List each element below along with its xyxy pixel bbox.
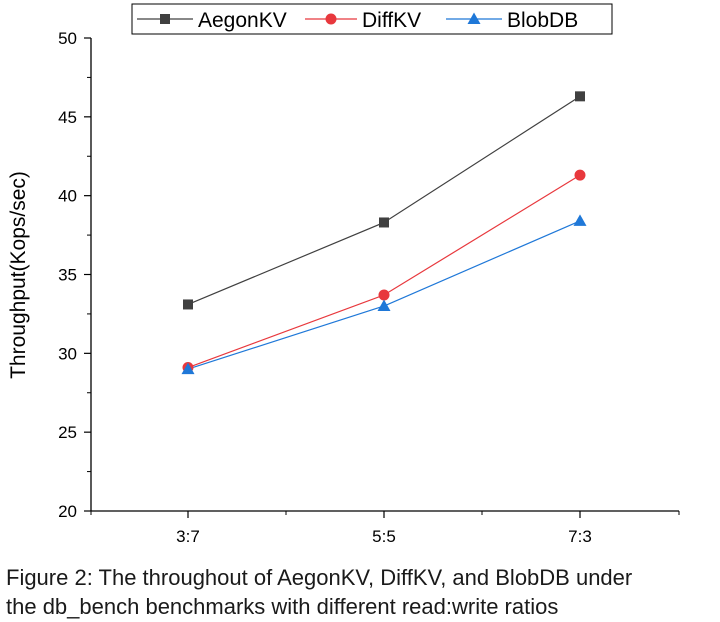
caption-line-1: Figure 2: The throughout of AegonKV, Dif… [6, 565, 633, 590]
legend-blobdb-marker [467, 12, 481, 24]
diffkv-line [187, 174, 581, 369]
line-chart: 20 25 30 35 40 45 50 3:7 5:5 7:3 Throughput(Kops… [7, 3, 680, 546]
legend-diffkv-marker [325, 13, 337, 25]
diffkv-point [378, 289, 390, 301]
y-tick-label: 35 [58, 266, 77, 285]
diffkv-point [574, 169, 586, 181]
chart-axes [90, 38, 679, 512]
y-tick-label: 45 [58, 108, 77, 127]
y-tick-label: 50 [58, 29, 77, 48]
legend-aegonkv-marker [160, 14, 170, 24]
blobdb-point [377, 299, 391, 312]
blobdb-point [573, 214, 587, 226]
y-axis-ticks: 20 25 30 35 40 45 50 [58, 29, 91, 521]
series-lines [187, 95, 581, 370]
figure-caption: Figure 2: The throughout of AegonKV, Dif… [6, 563, 718, 621]
legend: AegonKV DiffKV BlobDB [131, 3, 613, 35]
series-markers [181, 91, 587, 375]
aegonkv-point [183, 299, 193, 310]
x-tick-label: 7:3 [568, 527, 592, 546]
legend-aegonkv-label: AegonKV [198, 9, 287, 32]
aegonkv-line [187, 95, 581, 306]
legend-box [131, 3, 613, 35]
aegonkv-point [575, 91, 585, 102]
x-tick-label: 5:5 [372, 527, 396, 546]
x-tick-label: 3:7 [176, 527, 200, 546]
y-tick-label: 20 [58, 502, 77, 521]
y-tick-label: 30 [58, 344, 77, 363]
legend-diffkv-label: DiffKV [362, 9, 421, 32]
x-axis-ticks: 3:7 5:5 7:3 [90, 511, 680, 546]
y-axis-label: Throughput(Kops/sec) [7, 171, 30, 379]
legend-blobdb-label: BlobDB [507, 9, 578, 32]
caption-line-2: the db_bench benchmarks with different r… [6, 594, 559, 619]
blobdb-point [181, 362, 195, 375]
y-tick-label: 40 [58, 187, 77, 206]
y-tick-label: 25 [58, 423, 77, 442]
aegonkv-point [379, 217, 389, 228]
